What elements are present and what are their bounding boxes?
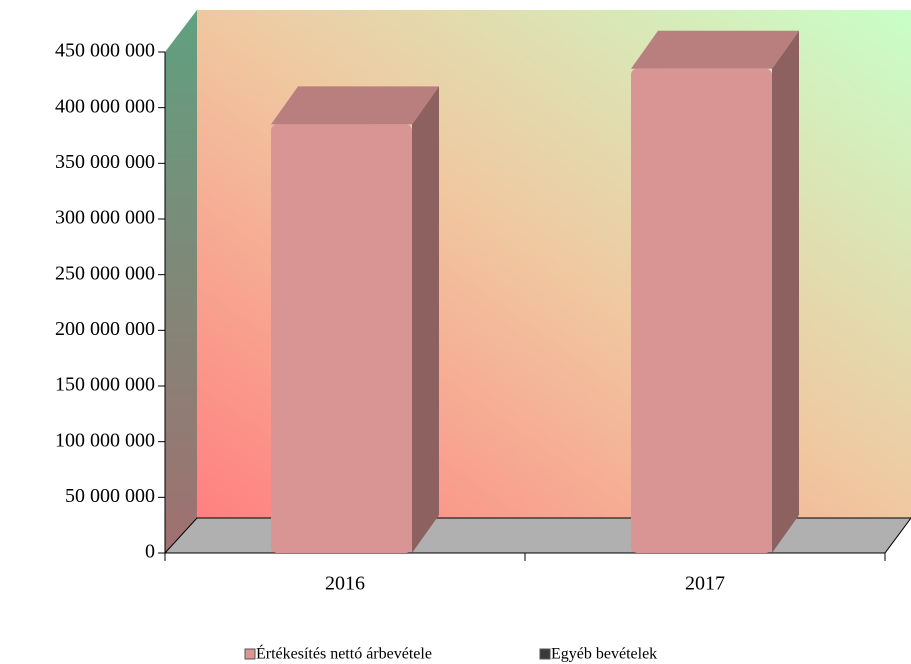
- bar-side: [772, 30, 799, 553]
- bar-top: [631, 30, 799, 69]
- bar-side: [412, 86, 439, 553]
- legend-label: Értékesítés nettó árbevétele: [256, 644, 432, 663]
- legend-marker: [244, 648, 256, 660]
- y-tick-label: 400 000 000: [55, 95, 155, 117]
- y-tick-label: 150 000 000: [55, 374, 155, 396]
- y-tick-label: 250 000 000: [55, 262, 155, 284]
- bar-top: [271, 86, 439, 125]
- y-tick-label: 0: [145, 541, 155, 563]
- y-tick-label: 100 000 000: [55, 429, 155, 451]
- side-wall: [165, 10, 197, 553]
- legend-marker: [539, 648, 551, 660]
- x-tick-label: 2016: [325, 573, 365, 595]
- bar: [271, 124, 412, 553]
- y-tick-label: 200 000 000: [55, 318, 155, 340]
- y-tick-label: 350 000 000: [55, 151, 155, 173]
- legend-label: Egyéb bevételek: [551, 646, 657, 663]
- x-tick-label: 2017: [685, 573, 725, 595]
- bar: [631, 68, 772, 553]
- y-tick-label: 50 000 000: [65, 485, 155, 507]
- y-tick-label: 450 000 000: [55, 40, 155, 62]
- y-tick-label: 300 000 000: [55, 207, 155, 229]
